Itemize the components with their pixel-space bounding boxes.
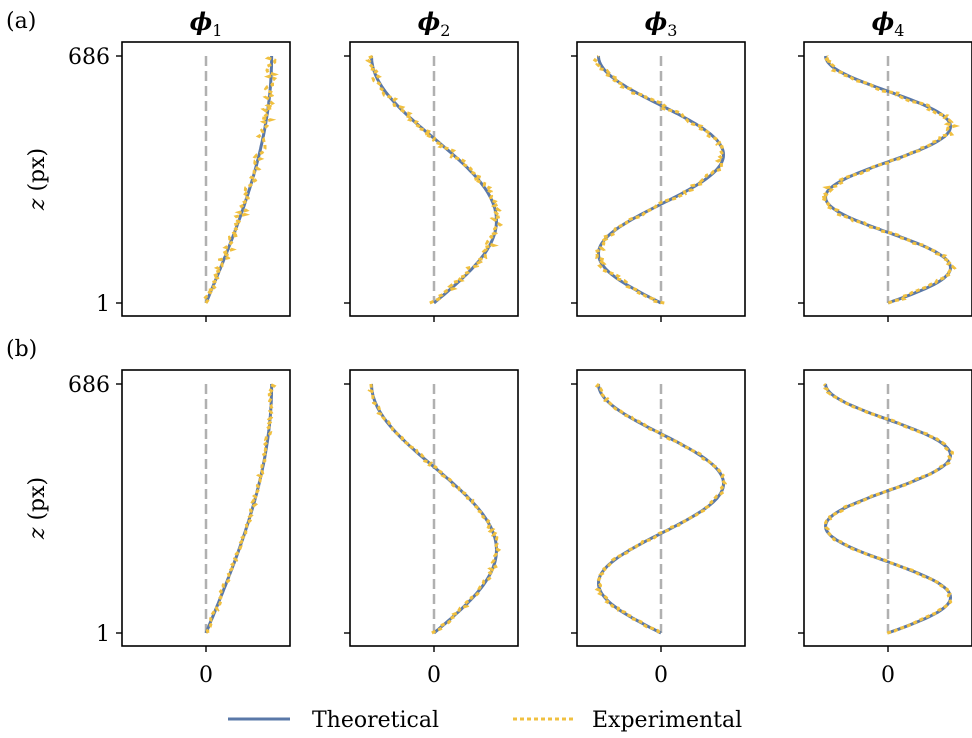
experimental-line bbox=[201, 54, 279, 304]
experimental-line bbox=[205, 382, 277, 634]
column-title-3: ϕ3 bbox=[645, 7, 678, 40]
legend-label-theoretical: Theoretical bbox=[312, 708, 439, 733]
y-tick-label: 686 bbox=[68, 373, 110, 398]
column-title-1: ϕ1 bbox=[190, 7, 223, 40]
y-tick-label: 1 bbox=[96, 622, 110, 647]
legend-label-experimental: Experimental bbox=[592, 708, 742, 733]
panel-a-2 bbox=[344, 41, 519, 322]
theoretical-line bbox=[204, 384, 274, 634]
y-tick-label: 1 bbox=[96, 292, 110, 317]
panel-b-4: 0 bbox=[798, 369, 972, 688]
theoretical-line bbox=[204, 56, 274, 304]
panel-a-3 bbox=[571, 41, 746, 322]
experimental-line bbox=[594, 382, 728, 634]
column-title-2: ϕ2 bbox=[418, 7, 451, 40]
x-tick-label: 0 bbox=[881, 663, 895, 688]
panel-a-1: 686 1 z (px) bbox=[25, 41, 291, 322]
panel-b-3: 0 bbox=[571, 369, 746, 688]
x-tick-label: 0 bbox=[199, 663, 213, 688]
row-label: (b) bbox=[6, 337, 37, 362]
panel-a-4 bbox=[798, 41, 972, 322]
y-axis-label: z (px) bbox=[25, 477, 50, 540]
x-tick-label: 0 bbox=[654, 663, 668, 688]
experimental-line bbox=[365, 54, 504, 305]
legend: Theoretical Experimental bbox=[228, 708, 742, 733]
panel-b-1: 686 1 z (px) 0 bbox=[25, 369, 291, 688]
panel-b-2: 0 bbox=[344, 369, 519, 688]
experimental-line bbox=[592, 54, 726, 305]
experimental-line bbox=[816, 54, 961, 305]
y-tick-label: 686 bbox=[68, 45, 110, 70]
y-axis-label: z (px) bbox=[25, 148, 50, 211]
x-tick-label: 0 bbox=[427, 663, 441, 688]
column-title-4: ϕ4 bbox=[872, 7, 905, 40]
theoretical-line bbox=[370, 383, 499, 635]
row-label: (a) bbox=[6, 9, 36, 34]
